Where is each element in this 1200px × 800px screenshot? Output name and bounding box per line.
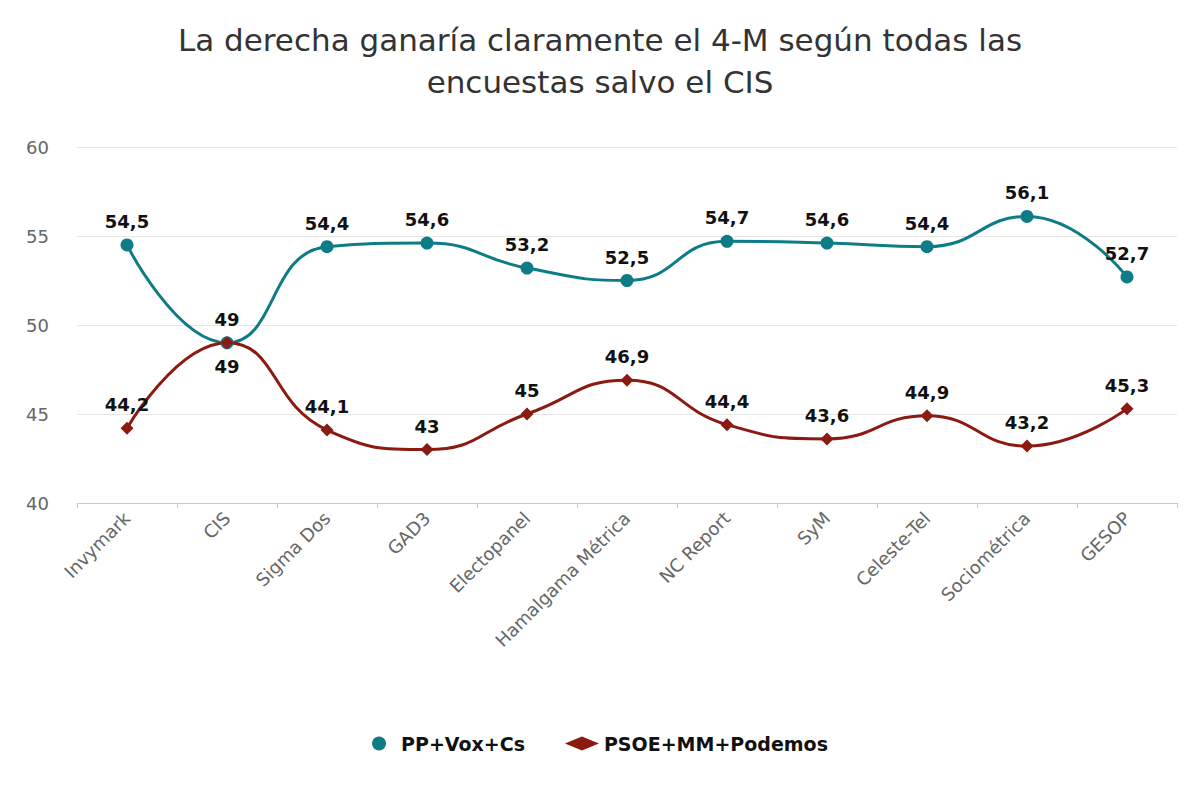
svg-text:encuestas salvo el CIS: encuestas salvo el CIS <box>427 64 774 100</box>
svg-text:PSOE+MM+Podemos: PSOE+MM+Podemos <box>604 733 828 755</box>
svg-text:SyM: SyM <box>793 508 834 549</box>
svg-text:55: 55 <box>26 226 49 247</box>
svg-text:CIS: CIS <box>199 508 235 544</box>
svg-text:54,6: 54,6 <box>805 209 849 230</box>
svg-text:GESOP: GESOP <box>1076 507 1135 566</box>
svg-text:PP+Vox+Cs: PP+Vox+Cs <box>401 733 525 755</box>
svg-text:NC Report: NC Report <box>655 508 734 587</box>
svg-text:54,6: 54,6 <box>405 209 449 230</box>
svg-text:53,2: 53,2 <box>505 234 549 255</box>
svg-text:44,1: 44,1 <box>305 396 349 417</box>
svg-text:52,5: 52,5 <box>605 247 649 268</box>
svg-text:Celeste-Tel: Celeste-Tel <box>852 508 935 591</box>
svg-text:Electopanel: Electopanel <box>445 508 534 597</box>
svg-text:GAD3: GAD3 <box>383 508 434 559</box>
svg-text:44,9: 44,9 <box>905 382 949 403</box>
svg-text:60: 60 <box>26 137 49 158</box>
svg-text:54,5: 54,5 <box>105 211 149 232</box>
svg-text:52,7: 52,7 <box>1105 243 1149 264</box>
svg-text:49: 49 <box>214 356 239 377</box>
svg-text:45: 45 <box>26 404 49 425</box>
svg-text:54,4: 54,4 <box>305 213 349 234</box>
svg-text:44,2: 44,2 <box>105 394 149 415</box>
svg-text:Sociométrica: Sociométrica <box>937 508 1035 606</box>
svg-text:43: 43 <box>414 416 439 437</box>
svg-text:43,2: 43,2 <box>1005 412 1049 433</box>
svg-text:40: 40 <box>26 493 49 514</box>
svg-text:49: 49 <box>214 309 239 330</box>
svg-text:La derecha ganaría claramente: La derecha ganaría claramente el 4-M seg… <box>178 22 1022 58</box>
svg-text:Hamalgama Métrica: Hamalgama Métrica <box>491 508 634 651</box>
svg-text:45,3: 45,3 <box>1105 375 1149 396</box>
svg-text:54,4: 54,4 <box>905 213 949 234</box>
svg-text:50: 50 <box>26 315 49 336</box>
svg-text:46,9: 46,9 <box>605 346 649 367</box>
svg-text:Invymark: Invymark <box>60 507 135 582</box>
svg-text:45: 45 <box>514 380 539 401</box>
svg-text:54,7: 54,7 <box>705 207 749 228</box>
svg-text:56,1: 56,1 <box>1005 182 1049 203</box>
svg-text:Sigma Dos: Sigma Dos <box>251 508 334 591</box>
svg-text:43,6: 43,6 <box>805 405 849 426</box>
svg-text:44,4: 44,4 <box>705 391 749 412</box>
